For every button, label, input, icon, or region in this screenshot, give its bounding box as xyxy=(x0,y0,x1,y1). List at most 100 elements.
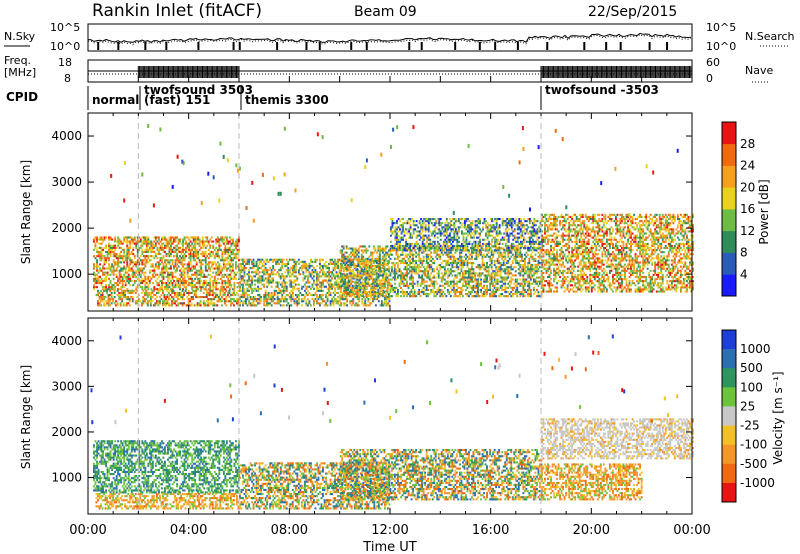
echo-cell xyxy=(357,255,360,258)
echo-cell xyxy=(391,288,393,291)
echo-cell xyxy=(510,295,513,298)
echo-cell xyxy=(498,270,501,273)
echo-cell xyxy=(430,288,433,291)
echo-cell xyxy=(322,267,324,270)
echo-cell xyxy=(176,269,178,272)
echo-cell xyxy=(391,253,393,256)
echo-cell xyxy=(146,302,149,305)
echo-cell xyxy=(323,300,326,303)
echo-cell xyxy=(448,247,451,250)
echo-cell xyxy=(207,253,210,256)
echo-cell xyxy=(474,278,476,281)
echo-cell xyxy=(448,270,451,273)
echo-cell xyxy=(142,238,145,241)
echo-cell xyxy=(472,270,475,273)
echo-cell xyxy=(189,267,192,270)
echo-cell xyxy=(448,284,451,287)
echo-cell xyxy=(511,259,514,262)
echo-cell xyxy=(342,253,345,256)
echo-cell xyxy=(290,279,293,282)
echo-cell xyxy=(449,251,452,254)
echo-cell xyxy=(471,257,473,260)
echo-cell xyxy=(395,253,398,256)
nsky-frame xyxy=(87,23,693,52)
echo-cell xyxy=(183,302,185,305)
echo-cell xyxy=(161,261,163,264)
echo-cell xyxy=(242,285,244,288)
echo-cell xyxy=(434,251,437,254)
echo-cell xyxy=(490,251,493,254)
echo-cell xyxy=(158,282,160,285)
echo-cell xyxy=(230,257,233,260)
echo-cell xyxy=(270,258,273,261)
echo-cell xyxy=(111,271,114,274)
echo-cell xyxy=(186,271,189,274)
echo-cell xyxy=(442,276,445,279)
echo-cell xyxy=(200,265,203,268)
echo-cell xyxy=(126,250,129,253)
echo-cell xyxy=(424,268,427,271)
echo-cell xyxy=(397,262,399,265)
echo-cell xyxy=(424,284,427,287)
echo-cell xyxy=(235,244,237,247)
echo-cell xyxy=(362,266,365,269)
cpid-label: CPID xyxy=(6,90,38,104)
echo-cell xyxy=(472,262,475,265)
echo-cell xyxy=(207,284,210,287)
echo-cell xyxy=(194,238,197,241)
echo-cell xyxy=(243,300,246,303)
echo-cell xyxy=(398,274,401,277)
echo-cell xyxy=(202,302,205,305)
echo-cell xyxy=(474,284,476,287)
echo-cell xyxy=(383,276,386,279)
echo-cell xyxy=(231,291,234,294)
echo-cell xyxy=(332,283,335,286)
echo-cell xyxy=(186,242,189,245)
echo-cell xyxy=(377,293,380,296)
echo-cell xyxy=(189,300,192,303)
echo-cell xyxy=(103,273,106,276)
echo-cell xyxy=(341,266,344,269)
echo-cell xyxy=(337,265,340,268)
echo-cell xyxy=(344,289,347,292)
echo-cell xyxy=(326,275,329,278)
echo-cell xyxy=(231,294,234,297)
echo-cell xyxy=(477,278,479,281)
echo-cell xyxy=(105,257,107,260)
echo-cell xyxy=(242,260,244,263)
echo-cell xyxy=(159,271,162,274)
echo-cell xyxy=(457,266,460,269)
echo-cell xyxy=(136,255,139,258)
echo-cell xyxy=(339,251,342,254)
echo-cell xyxy=(310,304,312,307)
echo-cell xyxy=(511,245,514,248)
echo-cell xyxy=(492,276,495,279)
echo-cell xyxy=(347,284,350,287)
echo-cell xyxy=(135,244,138,247)
echo-cell xyxy=(357,274,360,277)
echo-cell xyxy=(197,279,200,282)
echo-cell xyxy=(449,270,452,273)
echo-cell xyxy=(305,302,308,305)
echo-cell xyxy=(351,253,354,256)
echo-cell xyxy=(180,271,183,274)
echo-cell xyxy=(281,298,284,301)
echo-cell xyxy=(165,246,168,249)
echo-cell xyxy=(173,279,175,282)
echo-cell xyxy=(320,265,323,268)
echo-cell xyxy=(278,275,281,278)
echo-cell xyxy=(126,246,129,249)
echo-cell xyxy=(218,244,221,247)
echo-cell xyxy=(218,263,221,266)
echo-cell xyxy=(145,298,148,301)
echo-cell xyxy=(354,249,357,252)
echo-cell xyxy=(294,260,297,263)
echo-cell xyxy=(340,302,343,305)
echo-cell xyxy=(421,288,424,291)
echo-cell xyxy=(412,278,414,281)
echo-cell xyxy=(338,296,341,299)
echo-cell xyxy=(138,267,141,270)
echo-cell xyxy=(154,265,157,268)
echo-cell xyxy=(185,288,187,291)
echo-cell xyxy=(412,284,414,287)
